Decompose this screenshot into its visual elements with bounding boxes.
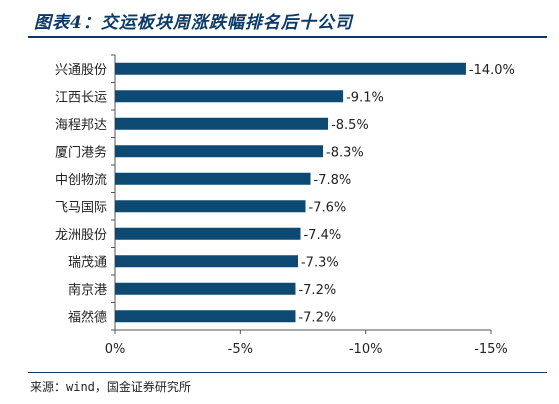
bar bbox=[115, 90, 344, 103]
bar bbox=[115, 227, 301, 240]
x-tick-label: 0% bbox=[105, 342, 126, 357]
data-label: -9.1% bbox=[346, 90, 384, 105]
bar bbox=[115, 172, 311, 185]
data-label: -7.2% bbox=[298, 283, 336, 298]
bar bbox=[115, 282, 296, 295]
category-label: 飞马国际 bbox=[55, 200, 107, 215]
category-label: 海程邦达 bbox=[55, 118, 107, 133]
title-rule bbox=[28, 36, 547, 38]
category-label: 江西长运 bbox=[55, 90, 107, 105]
category-label: 厦门港务 bbox=[55, 144, 107, 160]
x-tick-label: -5% bbox=[228, 342, 253, 357]
data-label: -14.0% bbox=[469, 63, 515, 78]
data-label: -7.4% bbox=[303, 228, 341, 243]
bar bbox=[115, 62, 466, 75]
bar bbox=[115, 200, 306, 213]
data-label: -7.6% bbox=[309, 200, 347, 215]
footer-rule bbox=[28, 372, 547, 373]
source-note: 来源：wind，国金证券研究所 bbox=[30, 380, 191, 394]
category-label: 南京港 bbox=[68, 282, 107, 298]
category-label: 瑞茂通 bbox=[68, 255, 107, 270]
category-label: 龙洲股份 bbox=[55, 228, 107, 243]
bar bbox=[115, 255, 298, 268]
data-label: -8.3% bbox=[326, 145, 364, 160]
bar bbox=[115, 145, 324, 158]
data-label: -8.5% bbox=[331, 118, 369, 133]
data-label: -7.2% bbox=[298, 310, 336, 325]
category-label: 福然德 bbox=[68, 309, 107, 325]
x-tick-label: -15% bbox=[474, 342, 508, 357]
x-tick-label: -10% bbox=[349, 342, 383, 357]
category-label: 兴通股份 bbox=[55, 63, 107, 78]
chart-title: 图表4：交运板块周涨跌幅排名后十公司 bbox=[34, 13, 353, 33]
bar bbox=[115, 310, 296, 323]
bar bbox=[115, 117, 329, 130]
data-label: -7.3% bbox=[301, 255, 339, 270]
data-label: -7.8% bbox=[314, 173, 352, 188]
category-label: 中创物流 bbox=[55, 173, 107, 188]
